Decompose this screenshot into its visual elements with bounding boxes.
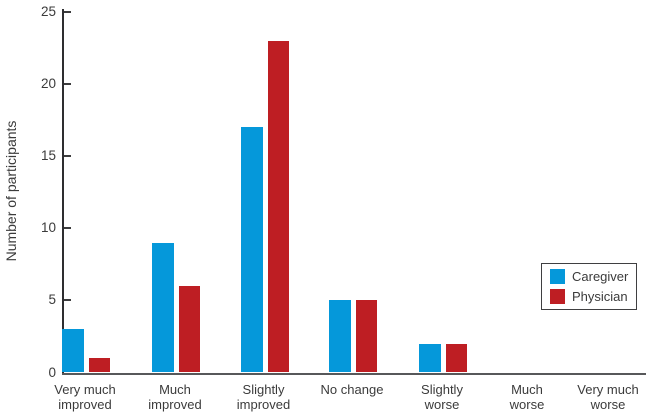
y-tick-label-20: 20	[40, 76, 56, 92]
category-label-4: No change	[320, 382, 384, 397]
bar-physician-4	[356, 300, 377, 373]
category-label-7: Very much worse	[577, 382, 639, 412]
legend: Caregiver Physician	[541, 263, 638, 310]
y-tick-label-25: 25	[40, 4, 56, 19]
bar-physician-2	[179, 285, 200, 373]
y-tick-label-5: 5	[48, 292, 56, 308]
category-label-5: Slightly worse	[421, 382, 463, 412]
y-tick-label-0: 0	[48, 364, 56, 380]
y-tick-10	[63, 227, 71, 230]
category-label-3: Slightly improved	[236, 382, 291, 412]
category-label-2: Much improved	[148, 382, 202, 412]
y-axis-line	[62, 9, 64, 374]
y-tick-15	[63, 155, 71, 158]
y-tick-label-15: 15	[40, 148, 56, 164]
legend-label-caregiver: Caregiver	[572, 269, 629, 284]
legend-entry-physician: Physician	[550, 289, 628, 304]
y-tick-label-10: 10	[40, 220, 56, 236]
legend-label-physician: Physician	[572, 289, 628, 304]
bar-caregiver-2	[152, 242, 174, 373]
category-label-6: Much worse	[509, 382, 545, 412]
y-tick-25	[63, 11, 71, 13]
x-axis-line	[62, 372, 646, 375]
bar-caregiver-3	[240, 127, 263, 373]
category-label-1: Very much improved	[54, 382, 116, 412]
bar-caregiver-1	[62, 329, 84, 373]
physician-color-swatch	[550, 289, 565, 304]
bar-physician-1	[89, 358, 110, 373]
bar-physician-3	[267, 40, 289, 373]
bar-caregiver-4	[329, 300, 351, 373]
y-tick-5	[63, 299, 71, 302]
y-tick-20	[63, 83, 71, 86]
caregiver-color-swatch	[550, 269, 565, 284]
legend-entry-caregiver: Caregiver	[550, 269, 628, 284]
bar-physician-5	[446, 343, 467, 373]
bar-caregiver-5	[419, 343, 441, 373]
